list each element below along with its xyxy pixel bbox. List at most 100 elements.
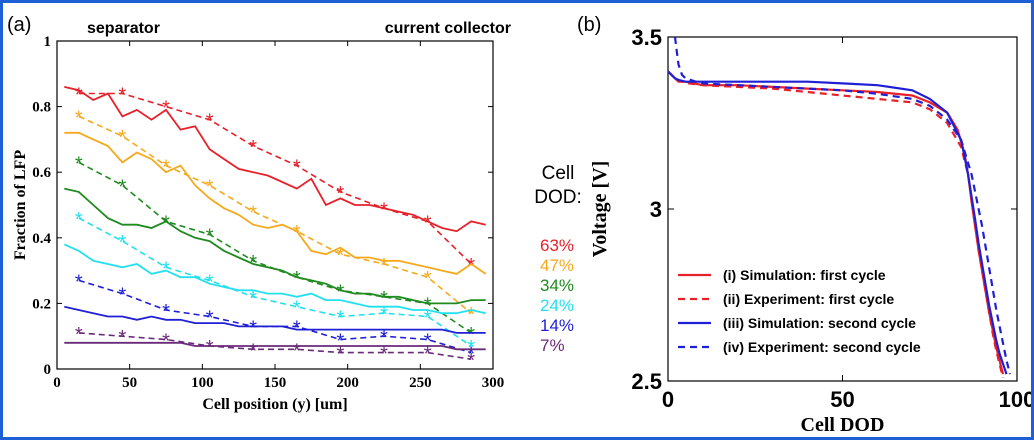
legend-label-b: (iv) Experiment: second cycle <box>723 339 921 355</box>
x-tick-label-a: 200 <box>336 375 359 391</box>
data-point-7%: * <box>424 344 432 366</box>
x-tick-label-a: 100 <box>191 375 214 391</box>
x-tick-label-a: 150 <box>264 375 287 391</box>
data-point-47%: * <box>467 304 475 326</box>
y-tick-label-b: 3 <box>650 197 662 222</box>
data-point-24%: * <box>75 209 83 231</box>
data-point-47%: * <box>162 157 170 179</box>
series-line-exp-14% <box>78 279 472 354</box>
data-point-7%: * <box>119 327 127 349</box>
data-point-47%: * <box>75 107 83 129</box>
data-point-7%: * <box>293 340 301 362</box>
y-tick-label-b: 2.5 <box>631 369 662 394</box>
data-point-34%: * <box>293 268 301 290</box>
y-tick-label-b: 3.5 <box>631 25 662 50</box>
x-tick-label-a: 250 <box>409 375 432 391</box>
x-tick-label-b: 50 <box>830 387 854 412</box>
data-point-34%: * <box>206 226 214 248</box>
data-point-63%: * <box>162 98 170 120</box>
legend-entry-47%: 47% <box>540 256 574 275</box>
chart-a-legend: 63%47%34%24%14%7% <box>540 236 574 355</box>
data-point-14%: * <box>337 330 345 352</box>
data-point-47%: * <box>337 245 345 267</box>
separator-annotation: separator <box>87 20 160 37</box>
data-point-63%: * <box>467 255 475 277</box>
series-line-exp-63% <box>78 92 472 265</box>
y-tick-label-a: 0.6 <box>32 165 51 181</box>
chart-b-plot <box>667 36 1012 378</box>
data-point-7%: * <box>337 344 345 366</box>
y-tick-label-a: 0.8 <box>32 100 51 116</box>
legend-entry-24%: 24% <box>540 296 574 315</box>
data-point-7%: * <box>380 344 388 366</box>
series-line-sim-47% <box>64 131 487 275</box>
chart-b-legend: (i) Simulation: first cycle (ii) Experime… <box>678 267 921 355</box>
data-point-14%: * <box>293 317 301 339</box>
data-point-63%: * <box>119 84 127 106</box>
figure-canvas: (a) separator current collector (b) 0 50 1… <box>7 14 1034 436</box>
data-point-7%: * <box>206 337 214 359</box>
chart-a-plot: * **************** ********** * ******* * * * **… <box>63 84 487 372</box>
series-line-sim-7% <box>64 341 486 351</box>
data-point-24%: * <box>249 288 257 310</box>
data-point-7%: * <box>249 340 257 362</box>
data-point-63%: * <box>424 212 432 234</box>
data-point-47%: * <box>380 255 388 277</box>
data-point-7%: * <box>467 350 475 372</box>
data-point-7%: * <box>75 324 83 346</box>
data-point-63%: * <box>337 183 345 205</box>
legend-entry-7%: 7% <box>540 336 565 355</box>
data-point-14%: * <box>467 344 475 366</box>
x-axis-label-a: Cell position (y) [um] <box>202 396 347 413</box>
series-line-exp-47% <box>78 115 472 314</box>
data-point-34%: * <box>380 288 388 310</box>
data-point-34%: * <box>162 212 170 234</box>
data-point-14%: * <box>206 308 214 330</box>
series-line-sim-34% <box>64 187 486 305</box>
legend-label-b: (ii) Experiment: first cycle <box>723 291 894 307</box>
cell-dod-title-line2: DOD: <box>534 187 582 208</box>
series-line-sim-24% <box>63 243 486 315</box>
data-point-34%: * <box>75 153 83 175</box>
data-point-14%: * <box>380 327 388 349</box>
data-point-14%: * <box>119 285 127 307</box>
data-point-24%: * <box>206 271 214 293</box>
x-tick-label-a: 0 <box>53 375 61 391</box>
data-point-7%: * <box>162 330 170 352</box>
data-point-63%: * <box>206 111 214 133</box>
data-point-47%: * <box>206 176 214 198</box>
data-point-47%: * <box>249 203 257 225</box>
data-point-24%: * <box>293 298 301 320</box>
series-line-exp-7% <box>78 332 472 360</box>
panel-label-b: (b) <box>577 14 601 36</box>
data-point-24%: * <box>119 232 127 254</box>
y-tick-label-a: 0.4 <box>32 231 51 247</box>
data-point-24%: * <box>162 258 170 280</box>
chart-b-axes: 0 50 100 2.5 3 3.5 Cell DOD Voltage [V] <box>589 25 1034 436</box>
chart-a-axes: 0 50 100 150 200 250 300 0 0.2 0.4 0.6 0.8 1 Cell pos… <box>12 34 504 413</box>
data-point-14%: * <box>249 317 257 339</box>
data-point-24%: * <box>424 308 432 330</box>
series-line--iv-experiment-second-cycle <box>673 36 1012 375</box>
legend-entry-34%: 34% <box>540 276 574 295</box>
data-point-34%: * <box>337 281 345 303</box>
data-point-14%: * <box>75 271 83 293</box>
data-point-63%: * <box>249 137 257 159</box>
x-tick-label-b: 100 <box>999 387 1031 412</box>
data-point-63%: * <box>293 157 301 179</box>
y-tick-label-a: 1 <box>44 34 52 50</box>
current-collector-annotation: current collector <box>385 20 511 37</box>
legend-entry-63%: 63% <box>540 236 574 255</box>
x-tick-label-a: 300 <box>482 375 505 391</box>
data-point-47%: * <box>293 222 301 244</box>
series-line--iii-simulation-second-cycle <box>667 70 1008 375</box>
data-point-34%: * <box>467 324 475 346</box>
data-point-14%: * <box>162 301 170 323</box>
data-point-47%: * <box>119 127 127 149</box>
data-point-63%: * <box>75 84 83 106</box>
y-tick-label-a: 0.2 <box>32 296 51 312</box>
series-line-exp-34% <box>78 161 472 334</box>
y-axis-label-b: Voltage [V] <box>589 161 611 257</box>
cell-dod-title-line1: Cell <box>542 163 575 184</box>
series-line--ii-experiment-first-cycle <box>667 70 1005 378</box>
